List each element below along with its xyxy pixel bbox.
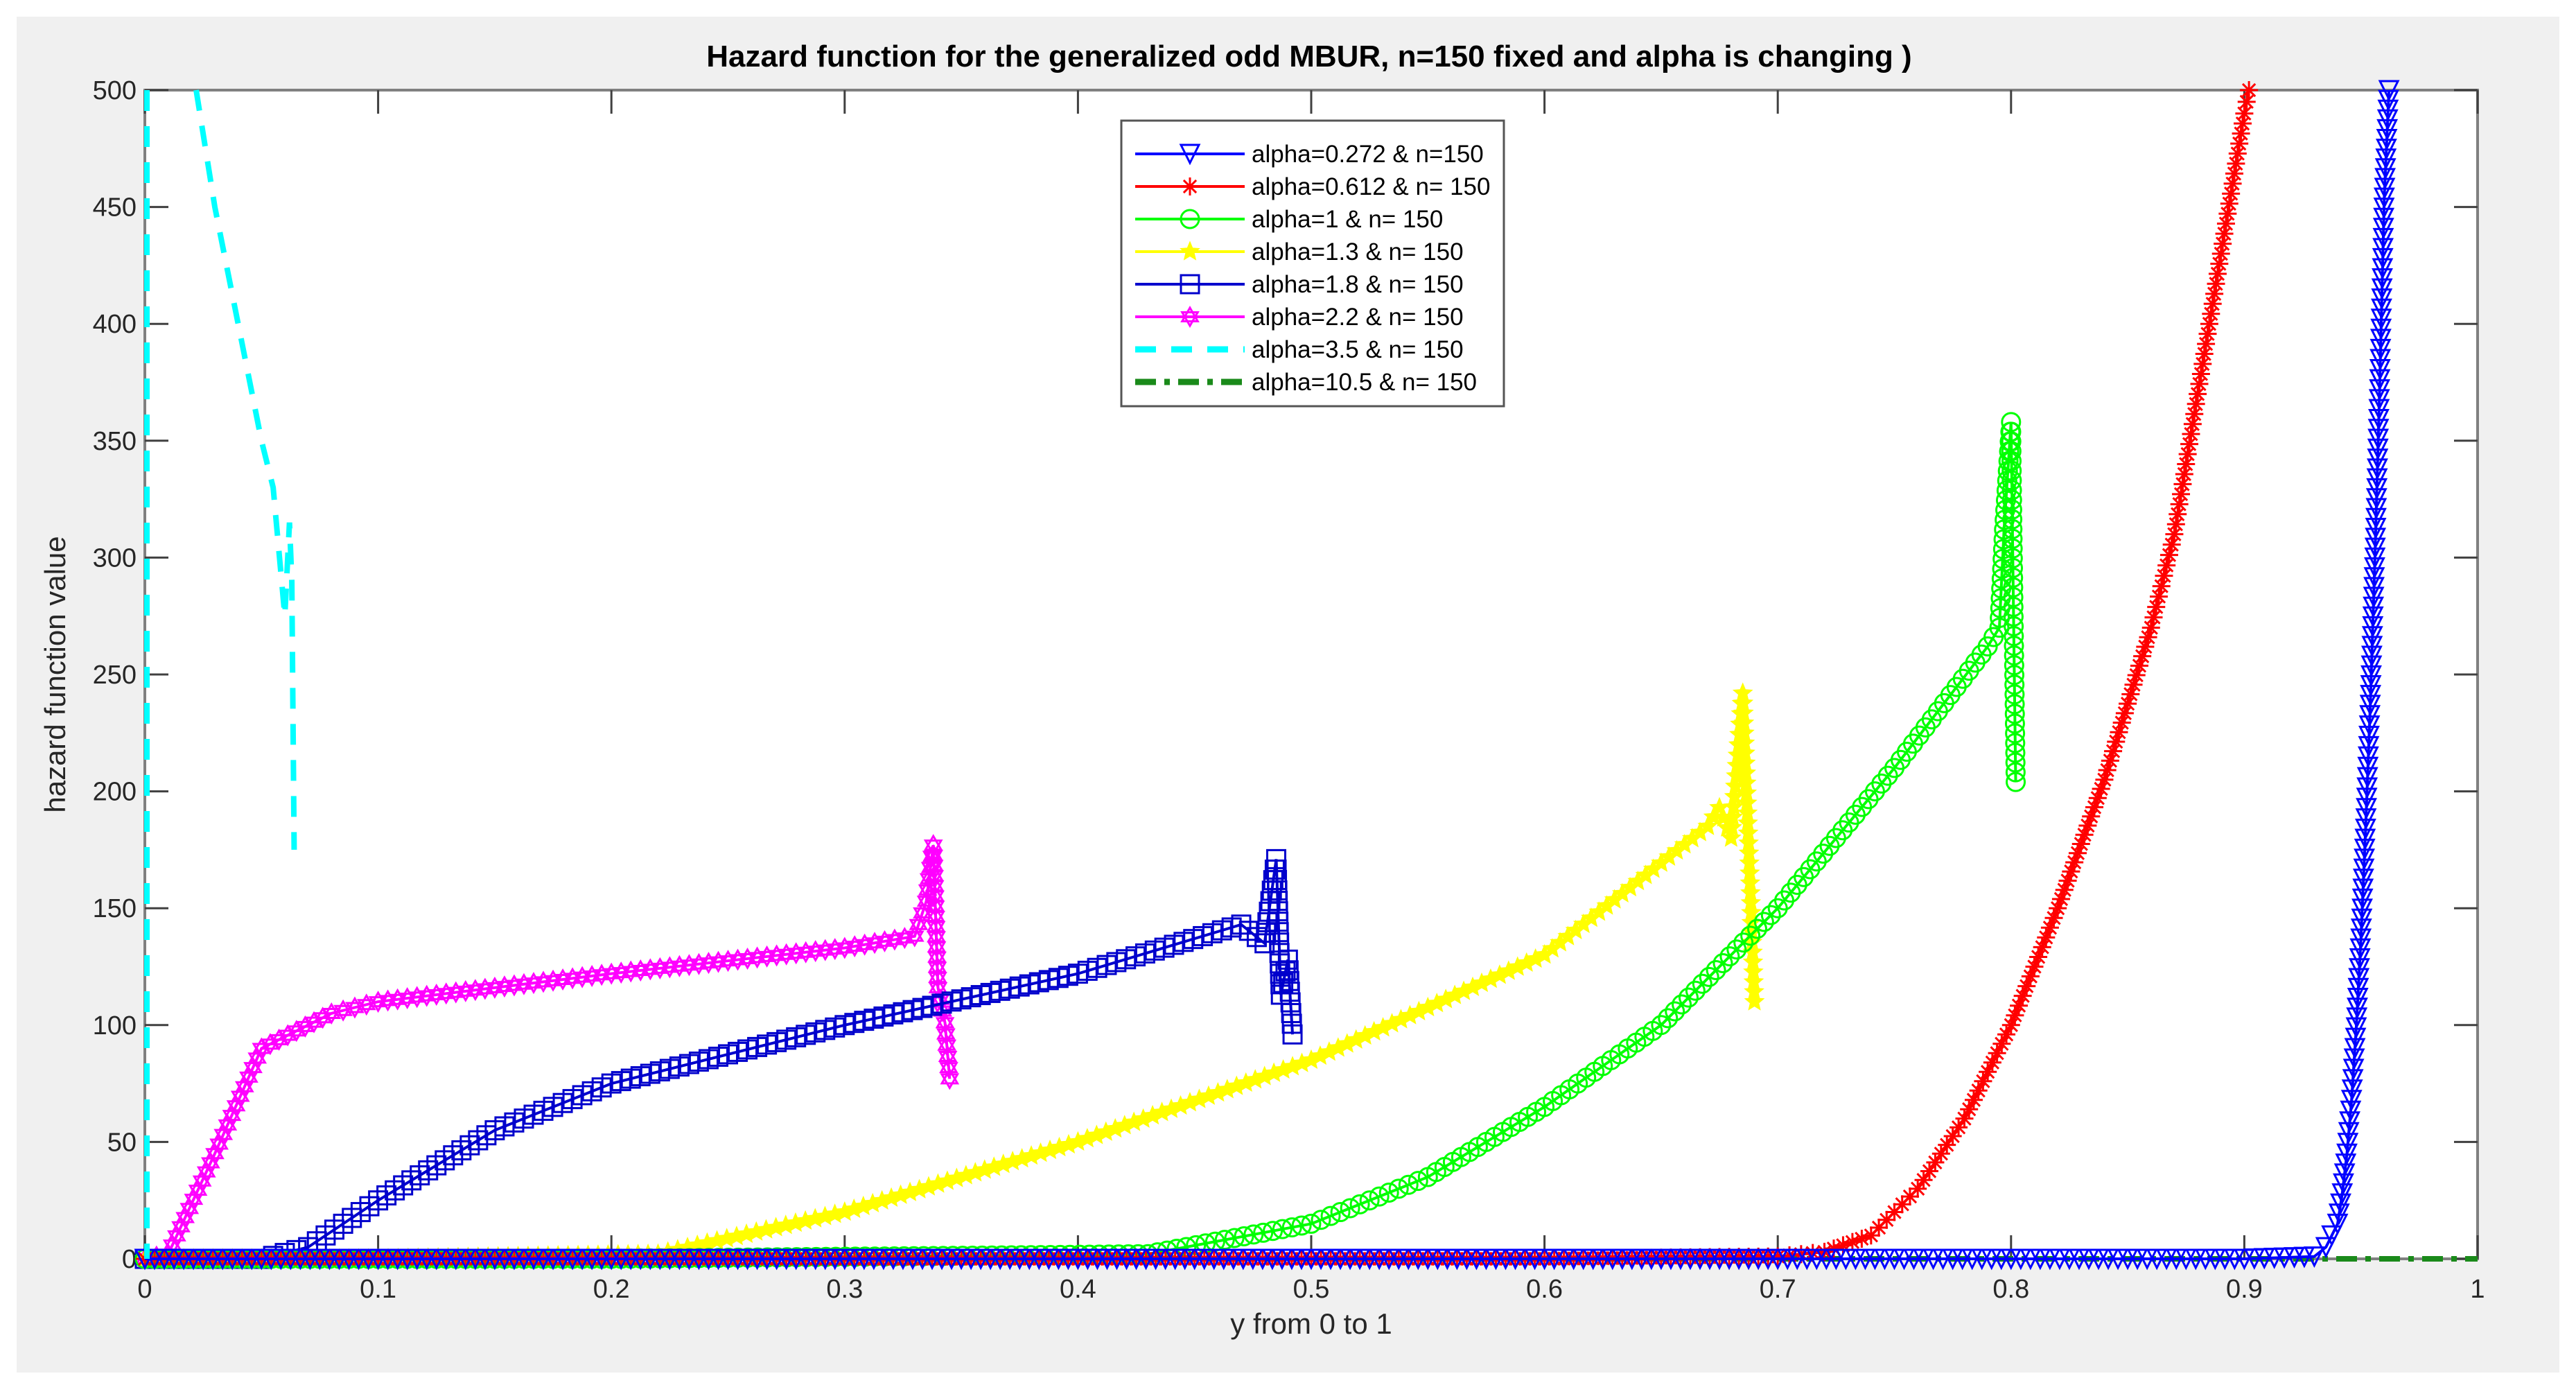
x-axis-label: y from 0 to 1 bbox=[1230, 1307, 1392, 1340]
x-tick-label: 0.5 bbox=[1293, 1275, 1330, 1304]
legend-item: alpha=1 & n= 150 bbox=[1135, 206, 1443, 233]
legend-label: alpha=2.2 & n= 150 bbox=[1252, 304, 1464, 331]
x-tick-label: 0.7 bbox=[1760, 1275, 1796, 1304]
legend-label: alpha=1 & n= 150 bbox=[1252, 206, 1443, 233]
legend-label: alpha=10.5 & n= 150 bbox=[1252, 369, 1477, 396]
y-tick-label: 150 bbox=[93, 894, 137, 923]
legend-label: alpha=3.5 & n= 150 bbox=[1252, 336, 1464, 363]
y-tick-label: 50 bbox=[107, 1128, 137, 1157]
y-tick-label: 500 bbox=[93, 76, 137, 105]
x-tick-label: 0 bbox=[137, 1275, 152, 1304]
legend-item: alpha=2.2 & n= 150 bbox=[1135, 304, 1464, 331]
legend-item: alpha=0.272 & n=150 bbox=[1135, 141, 1484, 168]
x-tick-label: 0.8 bbox=[1992, 1275, 2029, 1304]
chart-canvas: Hazard function for the generalized odd … bbox=[39, 40, 2485, 1340]
series-layer bbox=[134, 80, 2478, 1271]
legend-label: alpha=1.8 & n= 150 bbox=[1252, 271, 1464, 298]
x-tick-label: 1 bbox=[2470, 1275, 2485, 1304]
y-tick-label: 350 bbox=[93, 427, 137, 456]
chart-title: Hazard function for the generalized odd … bbox=[706, 40, 1911, 73]
y-tick-label: 100 bbox=[93, 1011, 137, 1040]
x-tick-label: 0.6 bbox=[1526, 1275, 1563, 1304]
series-line bbox=[134, 80, 2400, 1271]
y-tick-label: 250 bbox=[93, 661, 137, 690]
legend: alpha=0.272 & n=150 alpha=0.612 & n= 150 a… bbox=[1120, 119, 1505, 408]
legend-label: alpha=0.272 & n=150 bbox=[1252, 141, 1484, 168]
legend-label: alpha=1.3 & n= 150 bbox=[1252, 238, 1464, 265]
legend-item: alpha=1.3 & n= 150 bbox=[1135, 238, 1464, 265]
figure-window: Hazard function for the generalized odd … bbox=[17, 17, 2559, 1373]
y-axis-label: hazard function value bbox=[39, 536, 71, 812]
y-tick-label: 300 bbox=[93, 543, 137, 573]
series-line bbox=[193, 89, 297, 850]
x-tick-label: 0.4 bbox=[1060, 1275, 1096, 1304]
legend-box bbox=[1120, 119, 1505, 408]
y-tick-label: 0 bbox=[122, 1245, 137, 1274]
y-tick-label: 400 bbox=[93, 310, 137, 339]
legend-item: alpha=3.5 & n= 150 bbox=[1135, 336, 1464, 363]
legend-label: alpha=0.612 & n= 150 bbox=[1252, 173, 1490, 200]
x-tick-label: 0.3 bbox=[826, 1275, 863, 1304]
x-tick-label: 0.1 bbox=[360, 1275, 396, 1304]
x-tick-label: 0.2 bbox=[593, 1275, 630, 1304]
y-tick-label: 450 bbox=[93, 193, 137, 223]
legend-item: alpha=10.5 & n= 150 bbox=[1135, 369, 1477, 396]
x-tick-label: 0.9 bbox=[2226, 1275, 2263, 1304]
axis-ticks: 0 0.1 0.2 0.3 0.4 0.5 0.6 0.7 0.8 0.9 1 0 50 100 150 20… bbox=[93, 76, 2485, 1304]
legend-item: alpha=0.612 & n= 150 bbox=[1135, 173, 1490, 200]
legend-item: alpha=1.8 & n= 150 bbox=[1135, 271, 1464, 298]
y-tick-label: 200 bbox=[93, 778, 137, 807]
